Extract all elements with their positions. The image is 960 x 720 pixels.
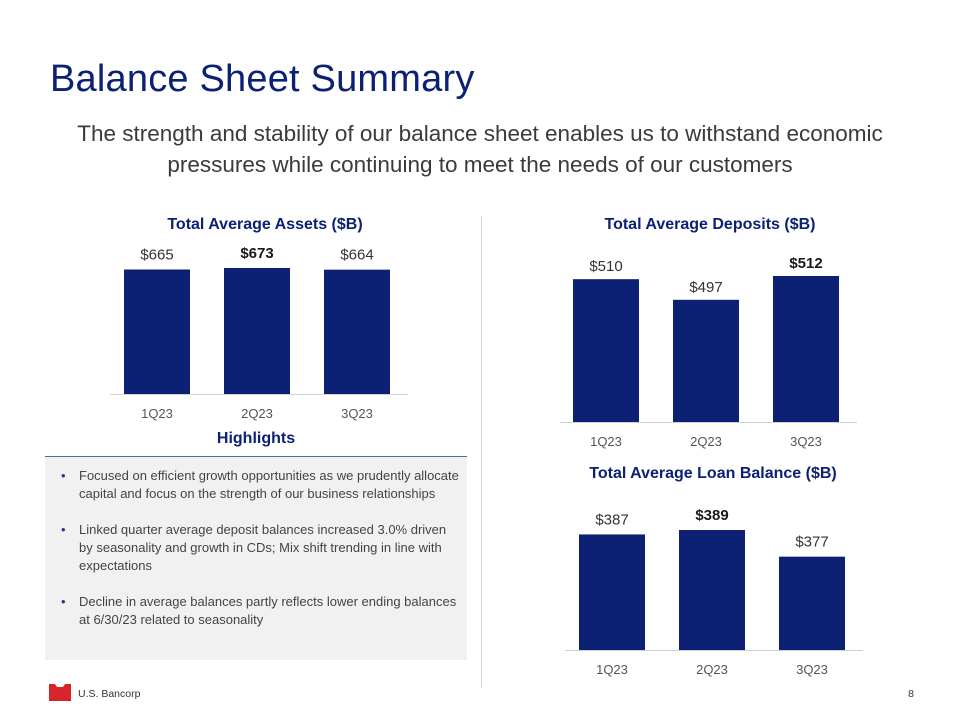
- highlights-rule: [45, 456, 467, 457]
- loans-chart: $387 1Q23 $389 2Q23 $377 3Q23: [565, 507, 863, 677]
- highlight-text: Focused on efficient growth opportunitie…: [79, 468, 459, 501]
- bar-1Q23: [579, 534, 645, 650]
- data-label: $664: [340, 247, 373, 264]
- slide-subtitle: The strength and stability of our balanc…: [77, 121, 883, 177]
- deposits-chart: $510 1Q23 $497 2Q23 $512 3Q23: [560, 255, 857, 449]
- highlights-title: Highlights: [216, 430, 296, 447]
- highlights-panel: • Focused on efficient growth opportuniti…: [45, 457, 467, 660]
- bar-1Q23: [573, 279, 639, 422]
- category-label: 1Q23: [590, 434, 622, 449]
- company-name: U.S. Bancorp: [78, 688, 141, 700]
- data-label: $673: [240, 245, 273, 262]
- bar-3Q23: [324, 269, 390, 394]
- loans-chart-title: Total Average Loan Balance ($B): [589, 465, 837, 482]
- highlight-item: • Decline in average balances partly refl…: [59, 593, 459, 629]
- category-label: 2Q23: [690, 434, 722, 449]
- vertical-divider: [481, 216, 482, 688]
- highlight-item: • Focused on efficient growth opportuniti…: [59, 467, 459, 503]
- page-number: 8: [908, 688, 914, 700]
- data-label: $377: [795, 534, 828, 551]
- category-label: 2Q23: [696, 662, 728, 677]
- category-label: 2Q23: [241, 406, 273, 421]
- slide-title: Balance Sheet Summary: [50, 58, 475, 100]
- data-label: $665: [140, 246, 173, 263]
- data-label: $389: [695, 507, 728, 524]
- data-label: $497: [689, 279, 722, 296]
- bar-2Q23: [679, 530, 745, 650]
- usbank-logo-icon: [49, 684, 71, 701]
- highlight-text: Linked quarter average deposit balances …: [79, 522, 447, 573]
- bullet-icon: •: [61, 522, 66, 537]
- deposits-chart-title: Total Average Deposits ($B): [604, 216, 816, 233]
- assets-chart: $665 1Q23 $673 2Q23 $664 3Q23: [110, 245, 408, 421]
- bar-2Q23: [224, 268, 290, 394]
- category-label: 1Q23: [141, 406, 173, 421]
- category-label: 3Q23: [790, 434, 822, 449]
- highlight-item: • Linked quarter average deposit balances…: [59, 521, 459, 575]
- bar-3Q23: [773, 276, 839, 422]
- assets-chart-title: Total Average Assets ($B): [167, 216, 363, 233]
- data-label: $510: [589, 258, 622, 275]
- category-label: 3Q23: [796, 662, 828, 677]
- bullet-icon: •: [61, 468, 66, 483]
- category-label: 3Q23: [341, 406, 373, 421]
- bullet-icon: •: [61, 594, 66, 609]
- highlight-text: Decline in average balances partly refle…: [79, 594, 457, 627]
- category-label: 1Q23: [596, 662, 628, 677]
- data-label: $387: [595, 511, 628, 528]
- data-label: $512: [789, 255, 822, 272]
- bar-2Q23: [673, 299, 739, 422]
- bar-3Q23: [779, 556, 845, 650]
- bar-1Q23: [124, 269, 190, 394]
